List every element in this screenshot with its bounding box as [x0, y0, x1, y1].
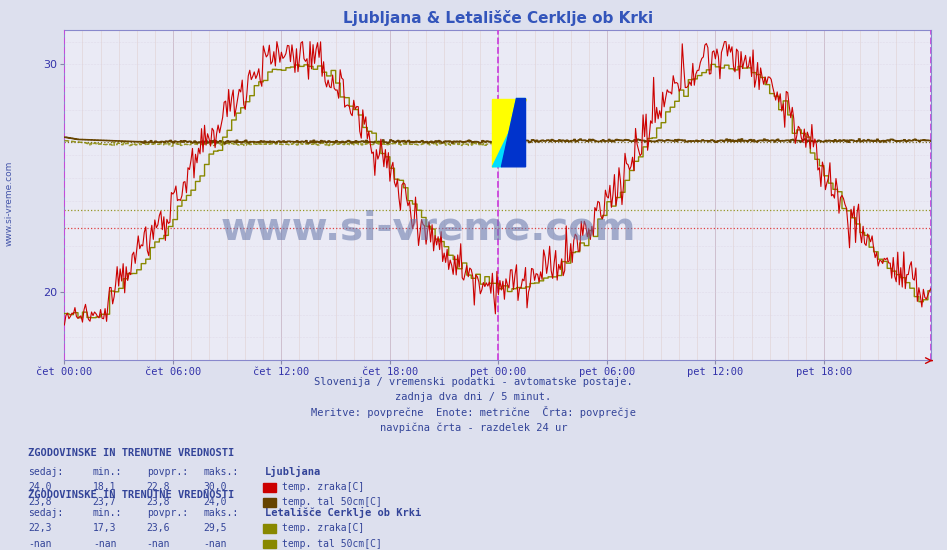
Title: Ljubljana & Letališče Cerklje ob Krki: Ljubljana & Letališče Cerklje ob Krki — [343, 10, 652, 26]
Text: navpična črta - razdelek 24 ur: navpična črta - razdelek 24 ur — [380, 423, 567, 433]
Text: -nan: -nan — [147, 538, 170, 549]
Text: povpr.:: povpr.: — [147, 508, 188, 518]
Text: temp. zraka[C]: temp. zraka[C] — [282, 523, 365, 534]
Polygon shape — [492, 98, 526, 167]
Text: www.si-vreme.com: www.si-vreme.com — [221, 209, 636, 248]
Text: -nan: -nan — [93, 538, 116, 549]
Text: Meritve: povprečne  Enote: metrične  Črta: povprečje: Meritve: povprečne Enote: metrične Črta:… — [311, 406, 636, 418]
Text: 22,8: 22,8 — [147, 482, 170, 492]
Text: 23,8: 23,8 — [147, 497, 170, 508]
Text: Letališče Cerklje ob Krki: Letališče Cerklje ob Krki — [265, 507, 421, 518]
Polygon shape — [501, 98, 526, 167]
Text: temp. tal 50cm[C]: temp. tal 50cm[C] — [282, 538, 382, 549]
Text: 23,7: 23,7 — [93, 497, 116, 508]
Text: min.:: min.: — [93, 466, 122, 477]
Text: sedaj:: sedaj: — [28, 508, 63, 518]
Text: 22,3: 22,3 — [28, 523, 52, 534]
Text: ZGODOVINSKE IN TRENUTNE VREDNOSTI: ZGODOVINSKE IN TRENUTNE VREDNOSTI — [28, 448, 235, 459]
Text: maks.:: maks.: — [204, 466, 239, 477]
Text: povpr.:: povpr.: — [147, 466, 188, 477]
Text: sedaj:: sedaj: — [28, 466, 63, 477]
Text: -nan: -nan — [204, 538, 227, 549]
Text: 29,5: 29,5 — [204, 523, 227, 534]
Text: 23,8: 23,8 — [28, 497, 52, 508]
Text: 24,0: 24,0 — [204, 497, 227, 508]
Text: temp. tal 50cm[C]: temp. tal 50cm[C] — [282, 497, 382, 508]
Text: maks.:: maks.: — [204, 508, 239, 518]
Text: zadnja dva dni / 5 minut.: zadnja dva dni / 5 minut. — [396, 392, 551, 403]
Polygon shape — [492, 98, 526, 167]
Text: 24,0: 24,0 — [28, 482, 52, 492]
Text: Ljubljana: Ljubljana — [265, 466, 321, 477]
Text: www.si-vreme.com: www.si-vreme.com — [5, 161, 14, 246]
Text: temp. zraka[C]: temp. zraka[C] — [282, 482, 365, 492]
Text: 18,1: 18,1 — [93, 482, 116, 492]
Text: ZGODOVINSKE IN TRENUTNE VREDNOSTI: ZGODOVINSKE IN TRENUTNE VREDNOSTI — [28, 490, 235, 500]
Text: 23,6: 23,6 — [147, 523, 170, 534]
Text: -nan: -nan — [28, 538, 52, 549]
Text: Slovenija / vremenski podatki - avtomatske postaje.: Slovenija / vremenski podatki - avtomats… — [314, 377, 633, 387]
Text: 17,3: 17,3 — [93, 523, 116, 534]
Text: 30,0: 30,0 — [204, 482, 227, 492]
Text: min.:: min.: — [93, 508, 122, 518]
